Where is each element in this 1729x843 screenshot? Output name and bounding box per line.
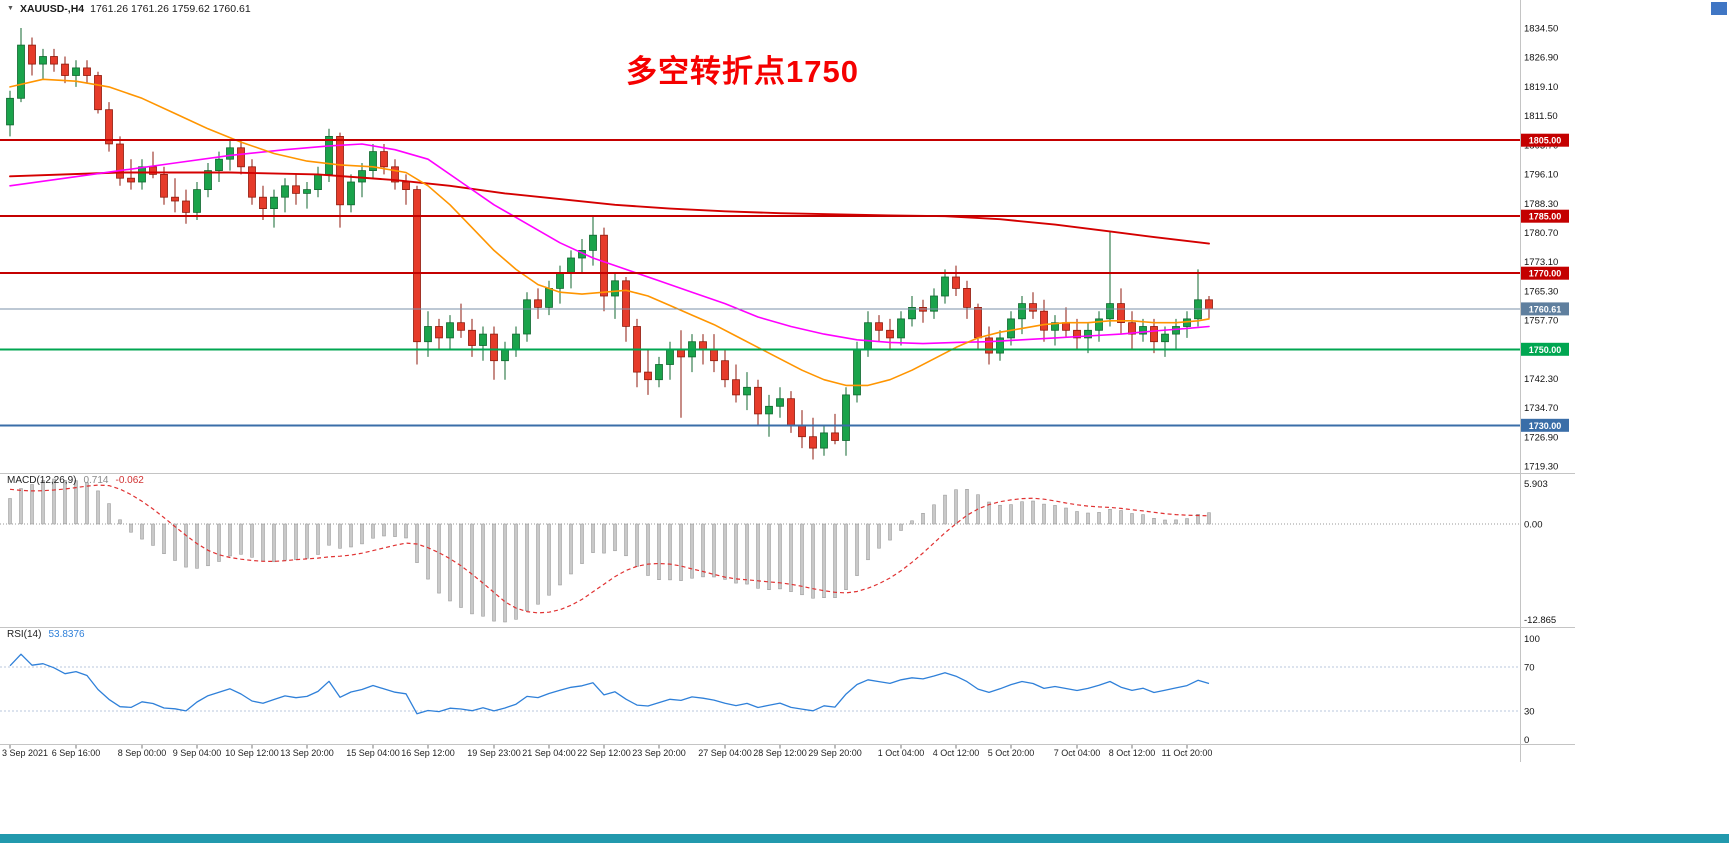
- svg-text:7 Oct 04:00: 7 Oct 04:00: [1054, 748, 1101, 758]
- svg-text:11 Oct 20:00: 11 Oct 20:00: [1162, 748, 1213, 758]
- svg-text:10 Sep 12:00: 10 Sep 12:00: [225, 748, 279, 758]
- candlestick-chart-canvas[interactable]: 1834.501826.901819.101811.501803.701796.…: [0, 0, 1729, 765]
- svg-text:1811.50: 1811.50: [1524, 111, 1558, 122]
- svg-text:21 Sep 04:00: 21 Sep 04:00: [522, 748, 576, 758]
- svg-text:16 Sep 12:00: 16 Sep 12:00: [401, 748, 455, 758]
- svg-text:1819.10: 1819.10: [1524, 82, 1558, 93]
- svg-text:1780.70: 1780.70: [1524, 228, 1558, 239]
- svg-text:1742.30: 1742.30: [1524, 374, 1558, 385]
- svg-text:1805.00: 1805.00: [1529, 136, 1562, 146]
- svg-text:1796.10: 1796.10: [1524, 169, 1558, 180]
- svg-text:30: 30: [1524, 707, 1535, 718]
- svg-text:15 Sep 04:00: 15 Sep 04:00: [346, 748, 400, 758]
- macd-main-value: 0.714: [83, 475, 109, 486]
- macd-name: MACD(12,26,9): [7, 475, 77, 486]
- window-corner-artifact: [1711, 2, 1727, 15]
- svg-text:0: 0: [1524, 735, 1529, 746]
- svg-text:1785.00: 1785.00: [1529, 212, 1562, 222]
- svg-text:1788.30: 1788.30: [1524, 199, 1558, 210]
- rsi-name: RSI(14): [7, 629, 42, 640]
- macd-indicator-label: MACD(12,26,9) 0.714 -0.062: [7, 475, 144, 486]
- taskbar[interactable]: [0, 834, 1729, 843]
- rsi-indicator-label: RSI(14) 53.8376: [7, 629, 85, 640]
- svg-text:19 Sep 23:00: 19 Sep 23:00: [467, 748, 521, 758]
- svg-text:1757.70: 1757.70: [1524, 315, 1558, 326]
- svg-text:1726.90: 1726.90: [1524, 433, 1558, 444]
- svg-text:1760.61: 1760.61: [1529, 304, 1562, 314]
- symbol-timeframe-label: XAUUSD-,H4: [19, 3, 85, 15]
- svg-text:1 Oct 04:00: 1 Oct 04:00: [878, 748, 925, 758]
- svg-text:3 Sep 2021: 3 Sep 2021: [2, 748, 48, 758]
- svg-text:1765.30: 1765.30: [1524, 287, 1558, 298]
- svg-text:1826.90: 1826.90: [1524, 52, 1558, 63]
- svg-text:-12.865: -12.865: [1524, 615, 1556, 626]
- svg-text:9 Sep 04:00: 9 Sep 04:00: [173, 748, 222, 758]
- svg-text:1719.30: 1719.30: [1524, 461, 1558, 472]
- svg-text:1834.50: 1834.50: [1524, 24, 1558, 35]
- svg-text:23 Sep 20:00: 23 Sep 20:00: [632, 748, 686, 758]
- chart-annotation-text: 多空转折点1750: [626, 54, 859, 89]
- svg-text:5.903: 5.903: [1524, 479, 1548, 490]
- svg-text:1734.70: 1734.70: [1524, 403, 1558, 414]
- svg-text:1750.00: 1750.00: [1529, 345, 1562, 355]
- svg-text:29 Sep 20:00: 29 Sep 20:00: [808, 748, 862, 758]
- svg-text:28 Sep 12:00: 28 Sep 12:00: [753, 748, 807, 758]
- svg-text:22 Sep 12:00: 22 Sep 12:00: [577, 748, 631, 758]
- svg-text:13 Sep 20:00: 13 Sep 20:00: [280, 748, 334, 758]
- ohlc-values: 1761.26 1761.26 1759.62 1760.61: [90, 3, 251, 15]
- symbol-dropdown-icon[interactable]: ▼: [7, 5, 14, 12]
- svg-text:1730.00: 1730.00: [1529, 421, 1562, 431]
- svg-text:100: 100: [1524, 634, 1540, 645]
- rsi-value: 53.8376: [48, 629, 85, 640]
- svg-text:27 Sep 04:00: 27 Sep 04:00: [698, 748, 752, 758]
- svg-text:1770.00: 1770.00: [1529, 269, 1562, 279]
- svg-text:6 Sep 16:00: 6 Sep 16:00: [52, 748, 101, 758]
- macd-signal-value: -0.062: [115, 475, 144, 486]
- svg-text:0.00: 0.00: [1524, 519, 1543, 530]
- svg-text:5 Oct 20:00: 5 Oct 20:00: [988, 748, 1035, 758]
- svg-text:1773.10: 1773.10: [1524, 257, 1558, 268]
- svg-text:8 Oct 12:00: 8 Oct 12:00: [1109, 748, 1156, 758]
- svg-text:70: 70: [1524, 663, 1535, 674]
- svg-text:4 Oct 12:00: 4 Oct 12:00: [933, 748, 980, 758]
- svg-text:8 Sep 00:00: 8 Sep 00:00: [118, 748, 167, 758]
- symbol-ohlc-readout: ▼ XAUUSD-,H4 1761.26 1761.26 1759.62 176…: [7, 3, 251, 15]
